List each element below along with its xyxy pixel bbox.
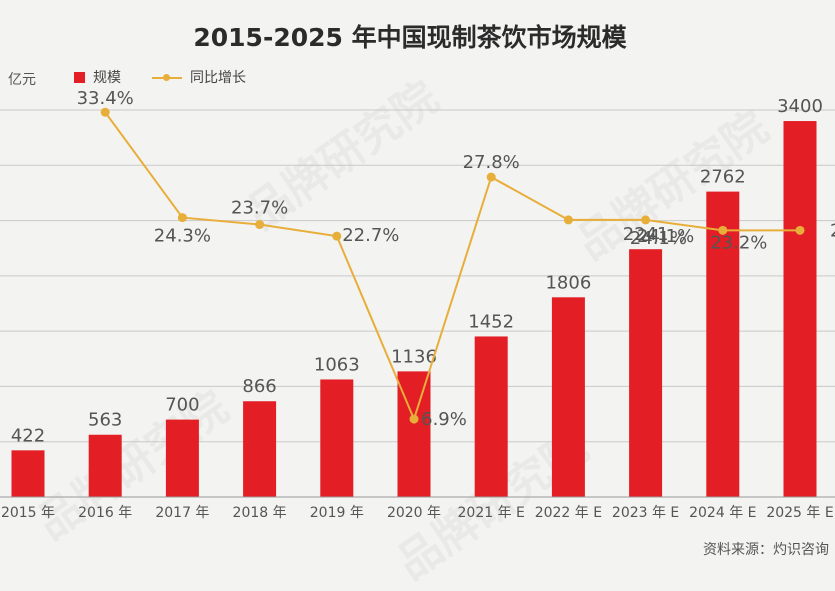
x-tick-label: 2020 年 [387, 505, 441, 521]
growth-value-label: 24.3% [154, 226, 211, 247]
growth-value-label: 24.1% [637, 226, 694, 247]
growth-point [641, 215, 651, 225]
source-note: 资料来源：灼识咨询 [703, 542, 829, 558]
x-tick-label: 2015 年 [1, 505, 55, 521]
growth-point [718, 225, 728, 235]
x-tick-label: 2021 年 E [458, 505, 525, 521]
legend-item-bar: 规模 [74, 67, 121, 87]
growth-value-label: 24.1% [630, 228, 687, 249]
bar [243, 401, 277, 497]
y-axis-unit: 亿元 [8, 72, 36, 88]
growth-line [104, 111, 800, 422]
growth-point [255, 220, 265, 230]
growth-point [409, 414, 419, 424]
x-tick-label: 2016 年 [78, 505, 132, 521]
x-tick-label: 2022 年 E [535, 505, 602, 521]
bar [551, 297, 585, 497]
bar [320, 379, 354, 497]
bar-value-label: 1136 [391, 346, 437, 367]
bar-value-label: 563 [88, 410, 122, 431]
bar [706, 191, 740, 497]
legend-line-swatch [152, 72, 182, 83]
growth-value-label: 23.7% [231, 198, 288, 219]
legend-bar-swatch [74, 71, 85, 83]
x-tick-label: 2024 年 E [689, 505, 756, 521]
bar-value-label: 700 [165, 395, 199, 416]
growth-point [795, 225, 805, 235]
growth-value-label: 33.4% [77, 88, 134, 109]
growth-value-label: 23.2% [830, 220, 835, 241]
bar-value-label: 2241 [623, 224, 669, 245]
x-tick-label: 2017 年 [155, 505, 209, 521]
x-tick-label: 2019 年 [310, 505, 364, 521]
legend-line-label: 同比增长 [190, 70, 246, 86]
growth-value-label: 22.7% [342, 225, 399, 246]
bar [165, 419, 199, 497]
chart: 品牌研究院 品牌研究院 品牌研究院 品牌研究院 2015-2025 年中国现制茶… [0, 23, 835, 558]
growth-point [177, 213, 187, 223]
bar-value-label: 1806 [545, 272, 591, 293]
legend-bar-label: 规模 [93, 70, 121, 86]
bar [783, 121, 817, 498]
bar-value-label: 1452 [468, 311, 514, 332]
growth-point [332, 231, 342, 241]
legend-item-line: 同比增长 [152, 67, 246, 87]
x-tick-label: 2025 年 E [766, 505, 833, 521]
x-tick-label: 2018 年 [233, 505, 287, 521]
bar-value-label: 422 [11, 425, 45, 446]
bar [474, 336, 508, 497]
growth-point [100, 107, 110, 117]
bar-value-label: 1063 [314, 354, 360, 375]
plot-area: 422 563 700 866 1063 1136 1452 1806 2241 2762 3400… [0, 88, 835, 521]
x-tick-label: 2023 年 E [612, 505, 679, 521]
bar-value-label: 866 [242, 376, 276, 397]
growth-value-label: 23.2% [710, 232, 767, 253]
chart-title: 2015-2025 年中国现制茶饮市场规模 [193, 23, 627, 52]
bar-value-label: 3400 [777, 96, 823, 117]
bar [629, 249, 663, 497]
bar [88, 434, 122, 497]
bar [11, 450, 45, 497]
growth-value-label: 6.9% [421, 409, 467, 430]
growth-point [563, 215, 573, 225]
growth-value-label: 27.8% [463, 152, 520, 173]
growth-point [486, 172, 496, 182]
bar-value-label: 2762 [700, 167, 746, 188]
